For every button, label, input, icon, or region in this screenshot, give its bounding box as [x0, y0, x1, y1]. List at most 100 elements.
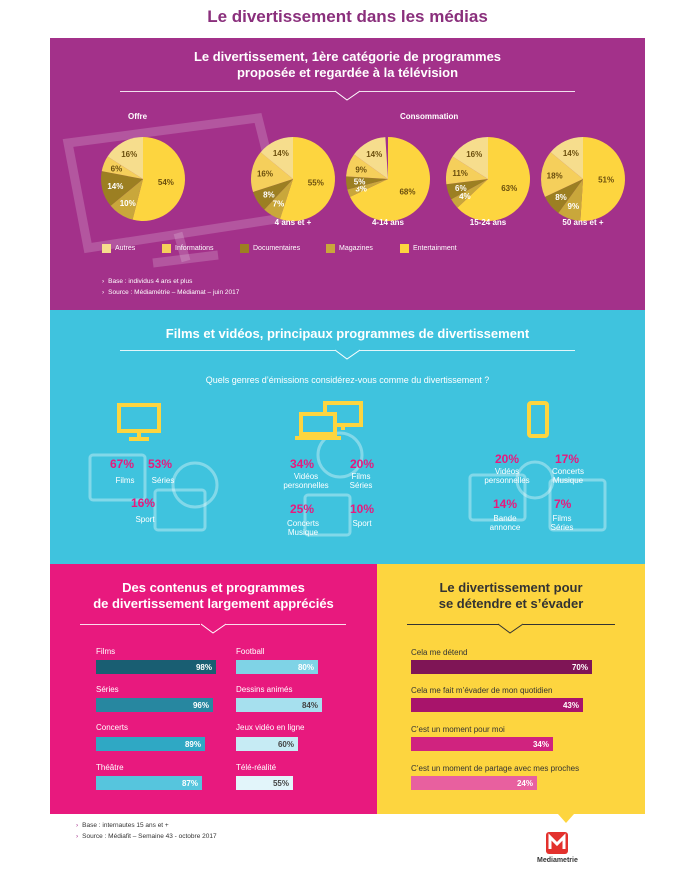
- mobile-concerts-label: Concerts Musique: [551, 467, 584, 485]
- bar-value-football: 80%: [297, 663, 314, 672]
- bar-label-series: Séries: [96, 685, 119, 694]
- bar-dessins: [236, 698, 322, 712]
- section-tv-entertainment: Le divertissement, 1ère catégorie de pro…: [50, 38, 645, 310]
- pie-slice: [349, 137, 430, 221]
- section4-pointer: [558, 814, 574, 823]
- section1-title-line1: Le divertissement, 1ère catégorie de pro…: [193, 49, 502, 64]
- bar4-label-evader: Cela me fait m’évader de mon quotidien: [411, 686, 553, 695]
- offre-label: Offre: [128, 112, 148, 121]
- consommation-label: Consommation: [400, 112, 459, 121]
- title-rule-right: [360, 350, 575, 351]
- pie-slice: [446, 179, 488, 200]
- footer-note-source: Source : Médiafit – Semaine 43 - octobre…: [76, 833, 216, 840]
- pie-slice: [558, 179, 583, 221]
- bar4-label-partage: C’est un moment de partage avec mes proc…: [411, 764, 580, 773]
- pie-slice-label: 16%: [121, 150, 137, 159]
- legend-swatch: [240, 244, 249, 253]
- legend-entertainment: Entertainment: [400, 244, 457, 253]
- bar-value-dessins: 84%: [301, 701, 318, 710]
- bar-label-tele: Télé-réalité: [236, 763, 277, 772]
- bar4-partage: [411, 776, 537, 790]
- bar4-detend: [411, 660, 592, 674]
- section1-note-base: Base : individus 4 ans et plus: [102, 278, 192, 285]
- pie-slice: [457, 137, 530, 221]
- section-films-videos: Films et vidéos, principaux programmes d…: [50, 310, 645, 564]
- pie-slice: [346, 154, 388, 179]
- pie-slice-label: 16%: [466, 150, 482, 159]
- pie-slice: [107, 137, 143, 179]
- bar4-evader: [411, 698, 583, 712]
- bar-label-concerts: Concerts: [96, 723, 129, 732]
- pie-slice-label: 55%: [308, 179, 324, 188]
- pie-slice-label: 14%: [107, 182, 123, 191]
- pie-label-50: 50 ans et +: [562, 218, 604, 227]
- bar4-value-partage: 24%: [516, 779, 533, 788]
- tv-series-label: Séries: [151, 476, 175, 485]
- pie-slice-label: 18%: [547, 171, 563, 180]
- survey-question: Quels genres d’émissions considérez-vous…: [205, 375, 490, 385]
- bar-films: [96, 660, 216, 674]
- bar-value-concerts: 89%: [184, 740, 201, 749]
- bar4-value-moment: 34%: [532, 740, 549, 749]
- decor-film-icons: [88, 431, 607, 537]
- pie-slice: [132, 137, 185, 222]
- title-notch: [335, 349, 360, 360]
- section3-title-line1: Des contenus et programmes: [122, 580, 305, 595]
- bar-value-jeux: 60%: [277, 740, 294, 749]
- pie-slice-label: 14%: [563, 149, 579, 158]
- title-rule-right: [360, 91, 575, 92]
- mobile-bande-label: Bande annonce: [489, 514, 521, 532]
- pie-charts: 54%10%14%6%16%55%7%8%16%14%68%3%5%9%14%6…: [101, 137, 625, 222]
- mobile-films-label: Films Séries: [550, 514, 574, 532]
- pie-slice: [110, 179, 143, 220]
- tv-series-pct: 53%: [148, 457, 173, 471]
- pie-slice: [541, 152, 583, 197]
- title-rule-left: [120, 350, 335, 351]
- section-appreciated-content: Des contenus et programmes de divertisse…: [50, 564, 377, 814]
- bar4-value-evader: 43%: [562, 701, 579, 710]
- smartphone-icon: [527, 401, 549, 438]
- section4-title-line2: se détendre et s’évader: [438, 596, 584, 611]
- pie-slice: [101, 156, 143, 179]
- pc-sport-label: Sport: [352, 519, 372, 528]
- pie-label-15-24: 15-24 ans: [469, 218, 507, 227]
- legend-swatch: [326, 244, 335, 253]
- pc-films-pct: 20%: [350, 457, 375, 471]
- bar-concerts: [96, 737, 205, 751]
- mobile-films-pct: 7%: [554, 497, 572, 511]
- pie-slice: [354, 137, 388, 179]
- pie-slice: [451, 179, 488, 208]
- pc-sport-pct: 10%: [350, 502, 375, 516]
- bar-series: [96, 698, 213, 712]
- bar-value-films: 98%: [195, 663, 212, 672]
- pie-slice-label: 68%: [399, 187, 415, 196]
- pie-slice: [452, 137, 488, 179]
- bar4-label-moment: C’est un moment pour moi: [411, 725, 505, 734]
- pc-concerts-label: Concerts Musique: [286, 519, 319, 537]
- title-rule-left: [80, 624, 200, 625]
- computer-icon: [295, 401, 363, 440]
- page-title: Le divertissement dans les médias: [207, 7, 488, 26]
- legend-autres: Autres: [102, 244, 135, 253]
- pie-slice: [346, 176, 388, 190]
- pc-films-label: Films Séries: [349, 472, 373, 490]
- pie-label-4-14: 4-14 ans: [371, 218, 405, 227]
- bar-value-series: 96%: [192, 701, 209, 710]
- bar4-moment: [411, 737, 553, 751]
- bar-label-jeux: Jeux vidéo en ligne: [236, 723, 305, 732]
- pie-slice-label: 11%: [452, 169, 468, 178]
- tv-films-pct: 67%: [110, 457, 135, 471]
- mobile-videos-label: Vidéos personnelles: [484, 467, 530, 485]
- bar-tele: [236, 776, 293, 790]
- mediametrie-logo-text: Mediametrie: [537, 857, 578, 864]
- footer-note-base: Base : internautes 15 ans et +: [76, 822, 169, 829]
- legend-swatch: [400, 244, 409, 253]
- pie-slice-label: 8%: [263, 190, 275, 199]
- pie-slice: [280, 137, 335, 221]
- bar-label-dessins: Dessins animés: [236, 685, 293, 694]
- tv-films-label: Films: [115, 476, 135, 485]
- pie-slice-label: 3%: [355, 185, 367, 194]
- pc-videos-label: Vidéos personnelles: [283, 472, 329, 490]
- title-rule-right: [226, 624, 346, 625]
- pie-slice-label: 4%: [459, 192, 471, 201]
